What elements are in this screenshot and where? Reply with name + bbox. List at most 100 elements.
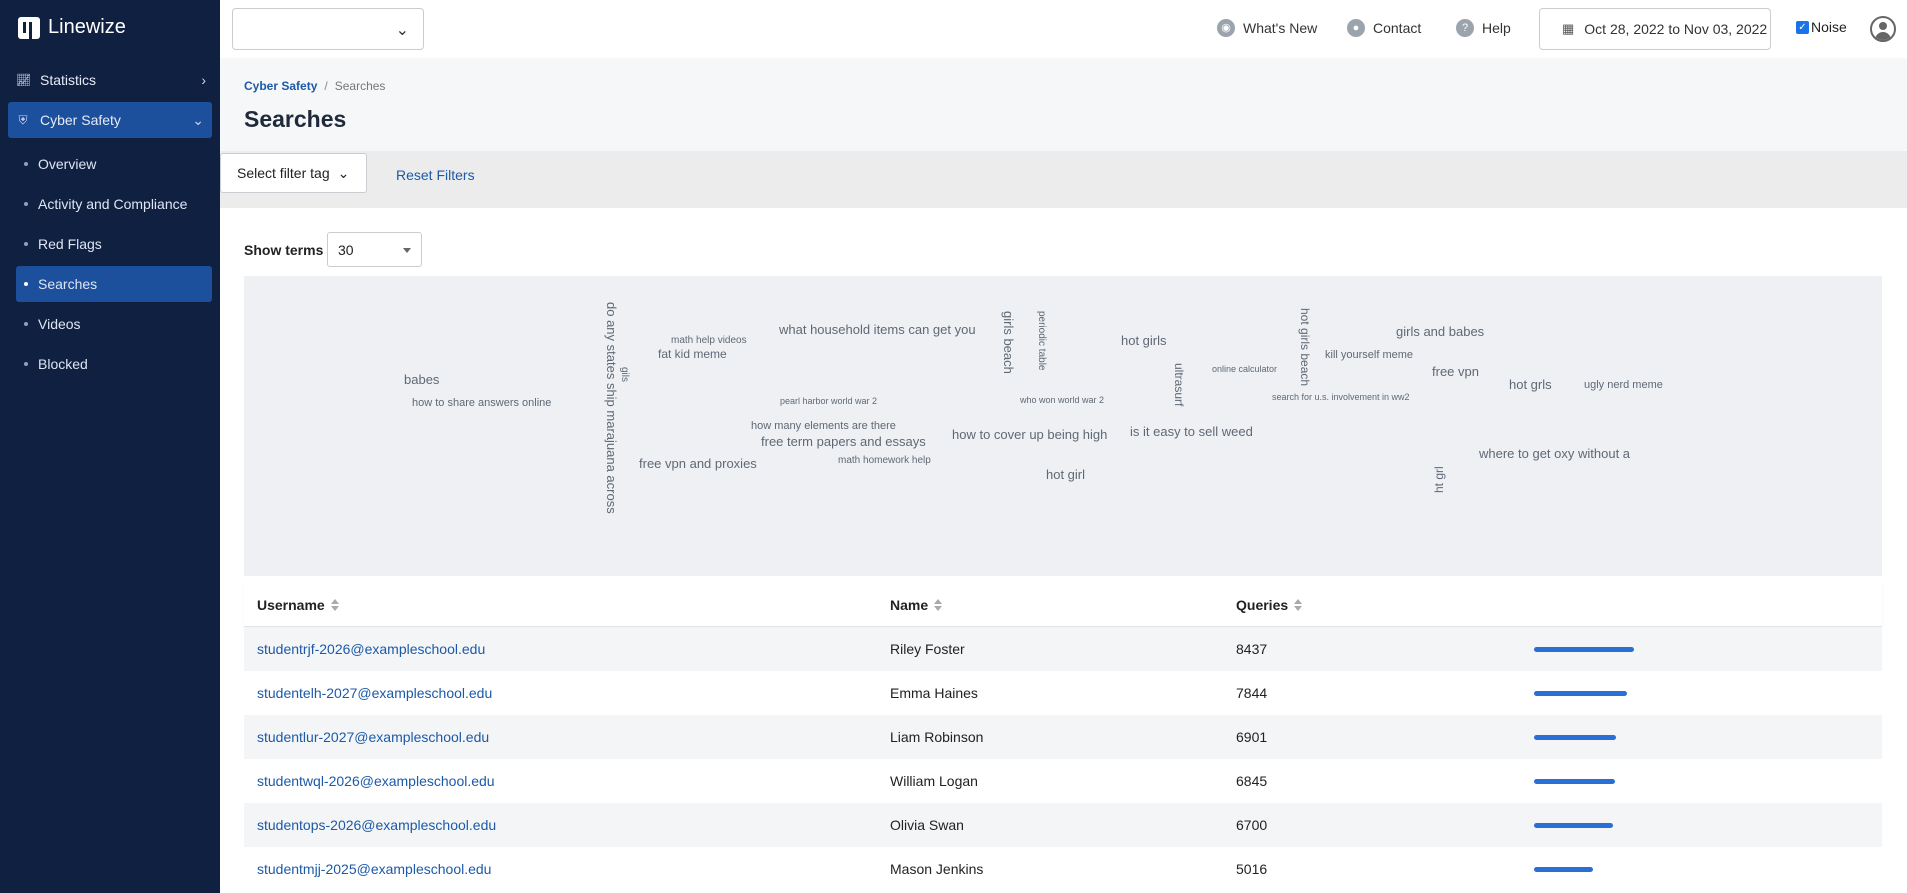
show-terms-select[interactable]: 30 xyxy=(327,232,422,267)
row-queries-bar xyxy=(1534,779,1615,784)
chat-icon: ● xyxy=(1347,19,1365,37)
bullet-icon xyxy=(24,362,28,366)
row-queries: 5016 xyxy=(1236,861,1268,877)
contact-label: Contact xyxy=(1373,20,1422,36)
word-cloud-term[interactable]: periodic table xyxy=(1036,311,1047,371)
user-account-icon[interactable] xyxy=(1870,16,1896,42)
word-cloud-term[interactable]: ultrasurf xyxy=(1172,363,1186,407)
word-cloud-term[interactable]: online calculator xyxy=(1212,364,1278,374)
breadcrumb-parent[interactable]: Cyber Safety xyxy=(244,79,318,93)
chevron-down-icon: ⌄ xyxy=(337,164,350,181)
word-cloud-term[interactable]: ht grl xyxy=(1432,466,1446,493)
word-cloud-term[interactable]: free vpn and proxies xyxy=(639,456,757,471)
table-row[interactable]: studentmjj-2025@exampleschool.edu Mason … xyxy=(244,847,1882,891)
row-name: William Logan xyxy=(890,773,978,789)
whats-new-link[interactable]: ◉ What's New xyxy=(1217,19,1317,37)
sidebar-item-searches[interactable]: Searches xyxy=(16,266,212,302)
brand-logo[interactable]: Linewize xyxy=(18,16,126,39)
breadcrumb: Cyber Safety / Searches xyxy=(244,79,385,93)
chevron-down-icon: ⌄ xyxy=(192,111,204,128)
word-cloud-term[interactable]: free term papers and essays xyxy=(761,434,926,449)
linewize-logo-icon xyxy=(18,16,40,39)
breadcrumb-current: Searches xyxy=(334,79,386,93)
column-queries[interactable]: Queries xyxy=(1236,597,1303,613)
word-cloud-term[interactable]: where to get oxy without a xyxy=(1479,446,1631,461)
table-row[interactable]: studentlur-2027@exampleschool.edu Liam R… xyxy=(244,715,1882,759)
row-queries: 7844 xyxy=(1236,685,1268,701)
sidebar-item-statistics[interactable]: 📈︎ Statistics › xyxy=(0,62,220,98)
filter-tag-select[interactable]: Select filter tag ⌄ xyxy=(220,153,367,193)
word-cloud-term[interactable]: who won world war 2 xyxy=(1020,395,1105,405)
noise-checkbox[interactable]: ✓ xyxy=(1796,20,1809,34)
word-cloud-term[interactable]: girls beach xyxy=(1001,311,1016,374)
contact-link[interactable]: ● Contact xyxy=(1347,19,1421,37)
row-name: Mason Jenkins xyxy=(890,861,984,877)
row-username-link[interactable]: studentmjj-2025@exampleschool.edu xyxy=(257,861,492,877)
sidebar-item-red-flags[interactable]: Red Flags xyxy=(16,226,212,262)
row-queries: 8437 xyxy=(1236,641,1268,657)
reset-filters-link[interactable]: Reset Filters xyxy=(396,167,475,183)
sidebar-item-overview[interactable]: Overview xyxy=(16,146,212,182)
row-queries: 6901 xyxy=(1236,729,1268,745)
row-queries: 6700 xyxy=(1236,817,1268,833)
row-queries-bar xyxy=(1534,867,1593,872)
noise-toggle[interactable]: ✓ Noise xyxy=(1796,19,1847,35)
word-cloud-term[interactable]: what household items can get you xyxy=(779,322,976,337)
row-username-link[interactable]: studentwql-2026@exampleschool.edu xyxy=(257,773,495,789)
filter-tag-label: Select filter tag xyxy=(237,165,330,181)
sidebar-item-label: Overview xyxy=(38,156,97,172)
table-row[interactable]: studentwql-2026@exampleschool.edu Willia… xyxy=(244,759,1882,803)
row-username-link[interactable]: studentrjf-2026@exampleschool.edu xyxy=(257,641,486,657)
word-cloud-term[interactable]: girls and babes xyxy=(1396,324,1485,339)
column-username[interactable]: Username xyxy=(257,597,339,613)
row-username-link[interactable]: studentelh-2027@exampleschool.edu xyxy=(257,685,493,701)
table-row[interactable]: studentrjf-2026@exampleschool.edu Riley … xyxy=(244,627,1882,671)
brand-name: Linewize xyxy=(48,16,126,38)
date-range-label: Oct 28, 2022 to Nov 03, 2022 xyxy=(1584,21,1768,37)
word-cloud-term[interactable]: babes xyxy=(404,372,440,387)
sidebar: Linewize 📈︎ Statistics › ⛨ Cyber Safety … xyxy=(0,0,220,893)
sidebar-item-label: Searches xyxy=(38,276,98,292)
word-cloud-term[interactable]: math help videos xyxy=(671,335,747,346)
word-cloud-term[interactable]: how to share answers online xyxy=(412,397,552,409)
word-cloud-term[interactable]: hot girls xyxy=(1121,333,1167,348)
word-cloud-term[interactable]: kill yourself meme xyxy=(1325,349,1414,361)
help-label: Help xyxy=(1482,20,1511,36)
date-range-picker[interactable]: ▦ Oct 28, 2022 to Nov 03, 2022 xyxy=(1539,8,1771,50)
word-cloud-term[interactable]: how to cover up being high xyxy=(952,427,1108,442)
sidebar-item-cyber-safety[interactable]: ⛨ Cyber Safety ⌄ xyxy=(8,102,212,138)
main-content: Cyber Safety / Searches Searches Select fi… xyxy=(220,58,1907,893)
whats-new-label: What's New xyxy=(1243,20,1318,36)
help-link[interactable]: ? Help xyxy=(1456,19,1511,37)
word-cloud-term[interactable]: gils xyxy=(619,367,630,383)
word-cloud-term[interactable]: hot girls beach xyxy=(1298,308,1312,387)
word-cloud-term[interactable]: is it easy to sell weed xyxy=(1130,424,1253,439)
sidebar-item-activity-compliance[interactable]: Activity and Compliance xyxy=(16,186,212,222)
word-cloud-term[interactable]: pearl harbor world war 2 xyxy=(780,396,878,406)
column-queries-label: Queries xyxy=(1236,597,1289,613)
word-cloud-term[interactable]: hot grls xyxy=(1509,377,1552,392)
table-row[interactable]: studentelh-2027@exampleschool.edu Emma H… xyxy=(244,671,1882,715)
table-row[interactable]: studentops-2026@exampleschool.edu Olivia… xyxy=(244,803,1882,847)
word-cloud-term[interactable]: search for u.s. involvement in ww2 xyxy=(1272,392,1410,402)
word-cloud-term[interactable]: how many elements are there xyxy=(751,420,896,432)
word-cloud-term[interactable]: fat kid meme xyxy=(658,347,727,361)
sidebar-item-label: Blocked xyxy=(38,356,88,372)
column-name[interactable]: Name xyxy=(890,597,943,613)
group-select[interactable]: ⌄ xyxy=(232,8,424,50)
row-username-link[interactable]: studentlur-2027@exampleschool.edu xyxy=(257,729,490,745)
word-cloud-term[interactable]: do any states ship marajuana across xyxy=(604,302,619,514)
row-username-link[interactable]: studentops-2026@exampleschool.edu xyxy=(257,817,497,833)
sidebar-item-blocked[interactable]: Blocked xyxy=(16,346,212,382)
word-cloud-term[interactable]: free vpn xyxy=(1432,364,1479,379)
searches-panel: Show terms 30 babes how to share answers… xyxy=(220,208,1907,893)
word-cloud-term[interactable]: math homework help xyxy=(838,455,931,466)
chevron-right-icon: › xyxy=(201,72,206,88)
breadcrumb-separator: / xyxy=(324,79,328,93)
chevron-down-icon: ⌄ xyxy=(395,22,409,39)
page-title: Searches xyxy=(244,106,347,132)
sidebar-item-videos[interactable]: Videos xyxy=(16,306,212,342)
sidebar-item-label: Videos xyxy=(38,316,81,332)
word-cloud-term[interactable]: ugly nerd meme xyxy=(1584,379,1663,391)
word-cloud-term[interactable]: hot girl xyxy=(1046,467,1086,482)
